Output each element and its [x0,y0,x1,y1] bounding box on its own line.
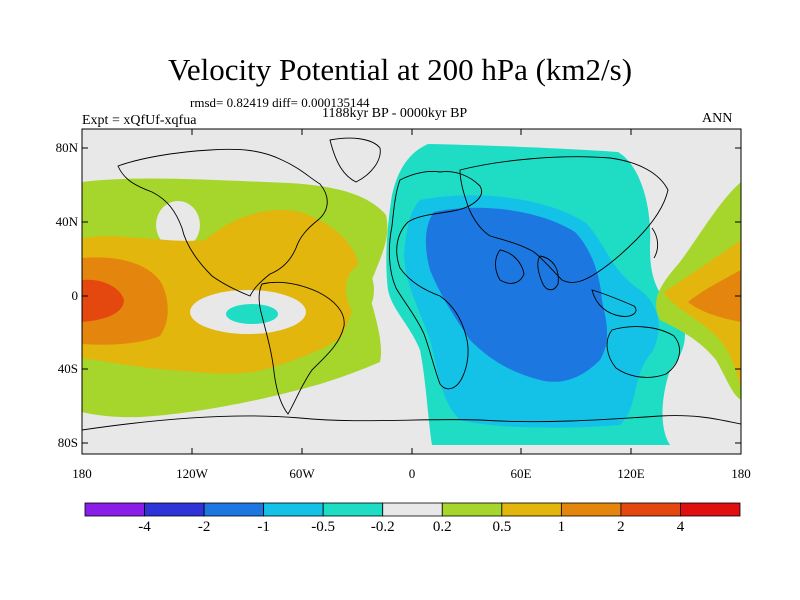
colorbar-label: -1 [257,519,270,535]
colorbar [84,502,741,517]
y-tick-0: 0 [71,288,79,303]
colorbar-swatch [680,502,741,517]
colorbar-swatch [203,502,265,517]
positive-field-east-pacific-2 [688,270,741,322]
colorbar-label: 1 [557,519,566,535]
colorbar-swatch [382,502,443,517]
near-zero-patch-north-pacific [156,201,200,249]
colorbar-label: 2 [617,519,625,535]
positive-patch-andes [346,266,374,314]
negative-patch-south-america [226,304,278,324]
colorbar-swatch [84,502,145,517]
y-tick-80n: 80N [55,140,78,155]
colorbar-label: -4 [138,519,151,535]
x-tick-60w: 60W [289,466,315,481]
positive-field-1 [82,257,168,345]
x-tick-180e: 180 [731,466,751,481]
colorbar-swatch [263,502,324,517]
negative-field-1 [425,207,608,382]
y-tick-40s: 40S [57,361,78,376]
colorbar-swatch [501,502,562,517]
season-label: ANN [702,111,733,126]
colorbar-swatch [620,502,681,517]
map-title: Velocity Potential at 200 hPa (km2/s) [167,52,633,87]
colorbar-swatch [144,502,205,517]
colorbar-label: 0.2 [432,519,452,535]
colorbar-swatch [560,502,622,517]
x-tick-60e: 60E [510,466,532,481]
positive-field-east-pacific-1 [664,240,741,390]
x-tick-0: 0 [408,466,416,481]
x-tick-180w: 180 [72,466,92,481]
experiment-label: Expt = xQfUf-xqfua [82,113,197,128]
colorbar-label: 4 [676,519,685,535]
colorbar-label: -2 [197,519,211,535]
coastlines [82,137,741,431]
colorbar-swatch [441,502,503,517]
period-label: 1188kyr BP - 0000kyr BP [322,106,468,121]
colorbar-label: -0.2 [370,519,395,535]
y-tick-80s: 80S [57,435,78,450]
y-tick-40n: 40N [55,214,78,229]
contour-fields [82,144,741,445]
axis-ticks [82,129,741,454]
x-tick-120w: 120W [176,466,208,481]
colorbar-label: 0.5 [492,519,512,535]
rmsd-diff-stats: rmsd= 0.82419 diff= 0.000135144 [190,95,370,110]
x-tick-120e: 120E [617,466,645,481]
positive-field-2 [82,279,124,322]
colorbar-label: -0.5 [311,519,336,535]
colorbar-swatch [322,502,384,517]
